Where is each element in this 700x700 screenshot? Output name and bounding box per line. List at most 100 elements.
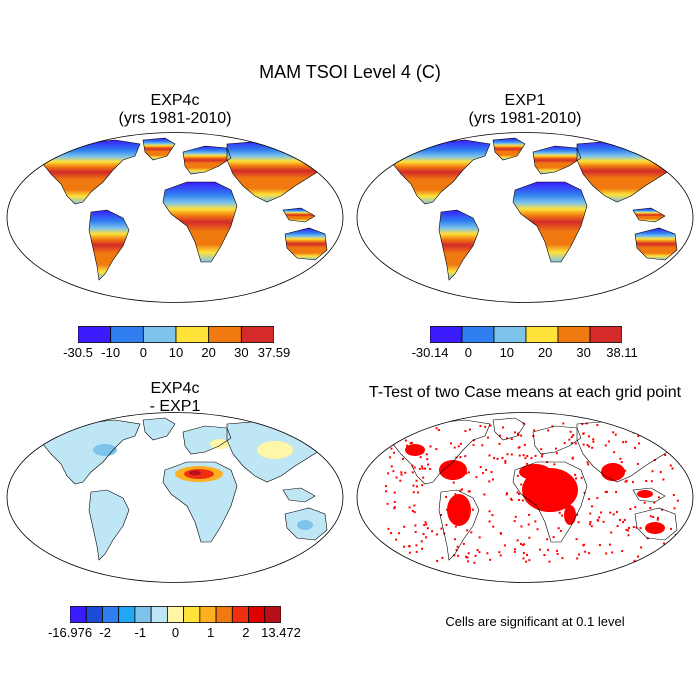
significant-cell xyxy=(431,530,434,533)
significant-cell xyxy=(420,465,423,468)
colorbar-label: 1 xyxy=(207,625,215,640)
significant-cell xyxy=(483,493,486,496)
significant-cell xyxy=(662,478,665,481)
panel-title-line1: T-Test of two Case means at each grid po… xyxy=(368,384,682,401)
significant-cell xyxy=(556,552,559,555)
panel-title-diff: EXP4c - EXP1 xyxy=(25,380,325,416)
significant-cell xyxy=(574,442,577,445)
significant-cell xyxy=(627,534,630,537)
colorbar-labels-exp4c: -30.5 -10 0 10 20 30 37.59 xyxy=(63,345,290,361)
significant-cell xyxy=(569,430,572,433)
significant-cell xyxy=(673,544,676,547)
significant-cell xyxy=(671,545,674,548)
significant-cell xyxy=(445,523,448,526)
significant-cell xyxy=(464,430,467,433)
significant-cell xyxy=(390,465,393,468)
colorbar-label: 37.59 xyxy=(257,345,291,360)
significant-cell xyxy=(503,544,506,547)
significant-cell xyxy=(636,462,639,465)
significant-cell xyxy=(425,423,428,426)
significant-cell xyxy=(528,480,531,483)
significant-cell xyxy=(589,512,592,515)
significant-cell xyxy=(624,440,627,443)
significant-cell xyxy=(682,438,685,441)
significant-cell xyxy=(586,461,589,464)
colorbar-exp1 xyxy=(430,326,622,343)
map-ttest xyxy=(356,412,694,583)
significant-cell xyxy=(482,472,485,475)
significant-cell xyxy=(473,561,476,564)
significant-cell xyxy=(577,521,580,524)
significant-cell xyxy=(501,456,504,459)
significant-cell xyxy=(532,500,535,503)
significant-cell xyxy=(471,508,474,511)
significant-cell xyxy=(537,479,540,482)
significant-cell xyxy=(520,525,523,528)
significant-cell xyxy=(427,463,430,466)
coastline-europe xyxy=(182,425,232,455)
significant-cell xyxy=(547,429,550,432)
significant-cell xyxy=(588,445,591,448)
significant-cell xyxy=(466,556,469,559)
significant-cell xyxy=(536,528,539,531)
significant-cell xyxy=(627,527,630,530)
land-fill-greenland xyxy=(493,138,525,160)
significant-cell xyxy=(527,513,530,516)
significant-cell xyxy=(517,432,520,435)
significant-cell xyxy=(528,559,531,562)
colorbar-box xyxy=(102,606,120,623)
significant-cell xyxy=(522,557,525,560)
significant-cell xyxy=(675,547,678,550)
significant-cell xyxy=(468,428,471,431)
significant-cell xyxy=(387,472,390,475)
significant-cell xyxy=(581,423,584,426)
significant-cell xyxy=(521,499,524,502)
significant-region xyxy=(637,490,653,498)
significant-cell xyxy=(459,456,462,459)
significant-cell xyxy=(523,543,526,546)
significant-cell xyxy=(491,478,494,481)
significant-cell xyxy=(496,457,499,460)
colorbar-box xyxy=(208,326,242,343)
significant-cell xyxy=(467,503,470,506)
significant-cell xyxy=(390,447,393,450)
significant-cell xyxy=(614,471,617,474)
significant-cell xyxy=(426,527,429,530)
significant-cell xyxy=(659,470,662,473)
significant-cell xyxy=(669,422,672,425)
significant-cell xyxy=(504,459,507,462)
significant-cell xyxy=(441,556,444,559)
significant-cell xyxy=(549,468,552,471)
significant-cell xyxy=(632,481,635,484)
significant-cell xyxy=(393,507,396,510)
significant-cell xyxy=(607,440,610,443)
significant-cell xyxy=(386,558,389,561)
significant-cell xyxy=(522,422,525,425)
significant-cell xyxy=(392,470,395,473)
coastline-northAmerica xyxy=(42,139,141,205)
significant-cell xyxy=(421,484,424,487)
significant-cell xyxy=(580,476,583,479)
significant-cell xyxy=(459,442,462,445)
significant-cell xyxy=(553,463,556,466)
panel-title-line2: (yrs 1981-2010) xyxy=(468,110,582,127)
colorbar-labels-exp1: -30.14 0 10 20 30 38.11 xyxy=(412,345,638,361)
significant-cell xyxy=(530,457,533,460)
map-border xyxy=(6,412,344,583)
significant-cell xyxy=(526,455,529,458)
significant-cell xyxy=(583,491,586,494)
coastline-australia xyxy=(284,507,328,541)
significant-cell xyxy=(612,431,615,434)
significant-cell xyxy=(621,550,624,553)
significant-cell xyxy=(440,464,443,467)
significant-cell xyxy=(629,507,632,510)
significant-cell xyxy=(467,552,470,555)
significant-cell xyxy=(600,511,603,514)
significant-cell xyxy=(516,474,519,477)
significant-cell xyxy=(429,445,432,448)
significant-cell xyxy=(533,496,536,499)
significant-cell xyxy=(558,511,561,514)
significant-cell xyxy=(412,484,415,487)
significant-cell xyxy=(474,554,477,557)
significant-cell xyxy=(426,458,429,461)
